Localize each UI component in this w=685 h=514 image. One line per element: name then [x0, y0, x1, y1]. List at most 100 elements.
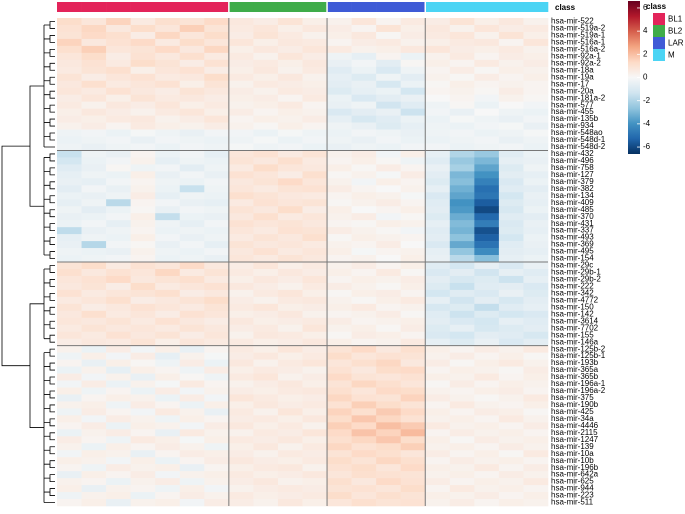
heatmap-cell [400, 352, 426, 360]
heatmap-cell [155, 18, 181, 26]
heatmap-cell [400, 178, 426, 186]
heatmap-cell [474, 150, 500, 158]
heatmap-cell [277, 192, 303, 200]
heatmap-cell [204, 129, 230, 137]
heatmap-cell [400, 485, 426, 493]
heatmap-cell [474, 220, 500, 228]
row-label: hsa-mir-337 [551, 226, 594, 235]
heatmap-cell [302, 87, 328, 95]
heatmap-cell [327, 143, 352, 151]
heatmap-cell [400, 241, 426, 249]
heatmap-cell [327, 66, 352, 75]
colorbar-tick-label: 0 [643, 73, 648, 82]
heatmap-cell [400, 387, 426, 395]
heatmap-cell [228, 373, 254, 381]
heatmap-cell [106, 192, 131, 200]
heatmap-cell [449, 422, 475, 430]
dendrogram-branch [1, 145, 30, 367]
heatmap-cell [449, 220, 475, 228]
heatmap-cell [523, 478, 549, 486]
heatmap-cell [57, 317, 82, 326]
heatmap-cell [204, 408, 230, 416]
heatmap-cell [57, 248, 82, 256]
heatmap-cell [277, 268, 303, 277]
heatmap-cell [228, 143, 254, 151]
heatmap-cell [155, 359, 181, 367]
heatmap-cell [228, 352, 254, 360]
heatmap-cell [57, 387, 82, 395]
heatmap-cell [327, 436, 352, 444]
heatmap-cell [425, 52, 451, 61]
heatmap-cell [277, 464, 303, 472]
heatmap-cell [228, 136, 254, 144]
heatmap-cell [253, 324, 279, 333]
heatmap-cell [425, 464, 451, 472]
heatmap-cell [474, 59, 500, 68]
row-label: hsa-mir-485 [551, 205, 594, 214]
heatmap-cell [106, 296, 131, 305]
heatmap-cell [106, 380, 131, 388]
heatmap-cell [179, 394, 205, 402]
heatmap-cell [523, 80, 549, 89]
heatmap-cell [474, 206, 500, 214]
heatmap-cell [400, 317, 426, 326]
heatmap-cell [57, 234, 82, 242]
heatmap-cell [155, 220, 181, 228]
heatmap-cell [130, 436, 156, 444]
heatmap-cell [106, 499, 131, 507]
heatmap-cell [155, 324, 181, 333]
dendrogram-branch [49, 474, 55, 482]
heatmap-cell [57, 164, 82, 172]
annotation-label: class [555, 3, 576, 12]
heatmap-cell [204, 387, 230, 395]
row-label: hsa-mir-370 [551, 212, 594, 221]
heatmap-cell [155, 485, 181, 493]
heatmap-cell [474, 255, 500, 263]
heatmap-cell [449, 185, 475, 193]
annotation-cell [376, 2, 401, 12]
heatmap-cell [523, 157, 549, 165]
heatmap-cell [155, 471, 181, 479]
heatmap-cell [302, 387, 328, 395]
heatmap-cell [376, 373, 401, 381]
heatmap-cell [253, 317, 279, 326]
heatmap-cell [253, 268, 279, 277]
heatmap-cell [277, 38, 303, 47]
heatmap-cell [81, 59, 107, 68]
heatmap-cell [81, 380, 107, 388]
heatmap-cell [425, 248, 451, 256]
heatmap-cell [474, 289, 500, 298]
heatmap-cell [425, 73, 451, 82]
heatmap-cell [155, 143, 181, 151]
heatmap-cell [376, 262, 401, 270]
heatmap-cell [400, 380, 426, 388]
heatmap-cell [57, 199, 82, 207]
heatmap-cell [425, 324, 451, 333]
heatmap-cell [376, 178, 401, 186]
heatmap-cell [474, 296, 500, 305]
row-label: hsa-mir-127 [551, 170, 594, 179]
heatmap-cell [130, 380, 156, 388]
dendrogram-branch [49, 460, 55, 469]
heatmap-cell [253, 178, 279, 186]
heatmap-cell [376, 331, 401, 339]
heatmap-cell [425, 443, 451, 451]
heatmap-cell [81, 296, 107, 305]
heatmap-cell [179, 108, 205, 116]
heatmap-cell [302, 157, 328, 165]
heatmap-cell [204, 359, 230, 367]
heatmap-cell [449, 262, 475, 270]
heatmap-cell [204, 101, 230, 109]
heatmap-cell [523, 45, 549, 54]
heatmap-cell [474, 317, 500, 326]
heatmap-cell [449, 108, 475, 116]
heatmap-cell [130, 31, 156, 40]
heatmap-cell [351, 171, 377, 179]
heatmap-cell [277, 499, 303, 507]
heatmap-cell [498, 289, 524, 298]
heatmap-cell [376, 296, 401, 305]
heatmap-cell [449, 94, 475, 102]
heatmap-cell [400, 324, 426, 333]
heatmap-cell [523, 387, 549, 395]
heatmap-cell [179, 380, 205, 388]
